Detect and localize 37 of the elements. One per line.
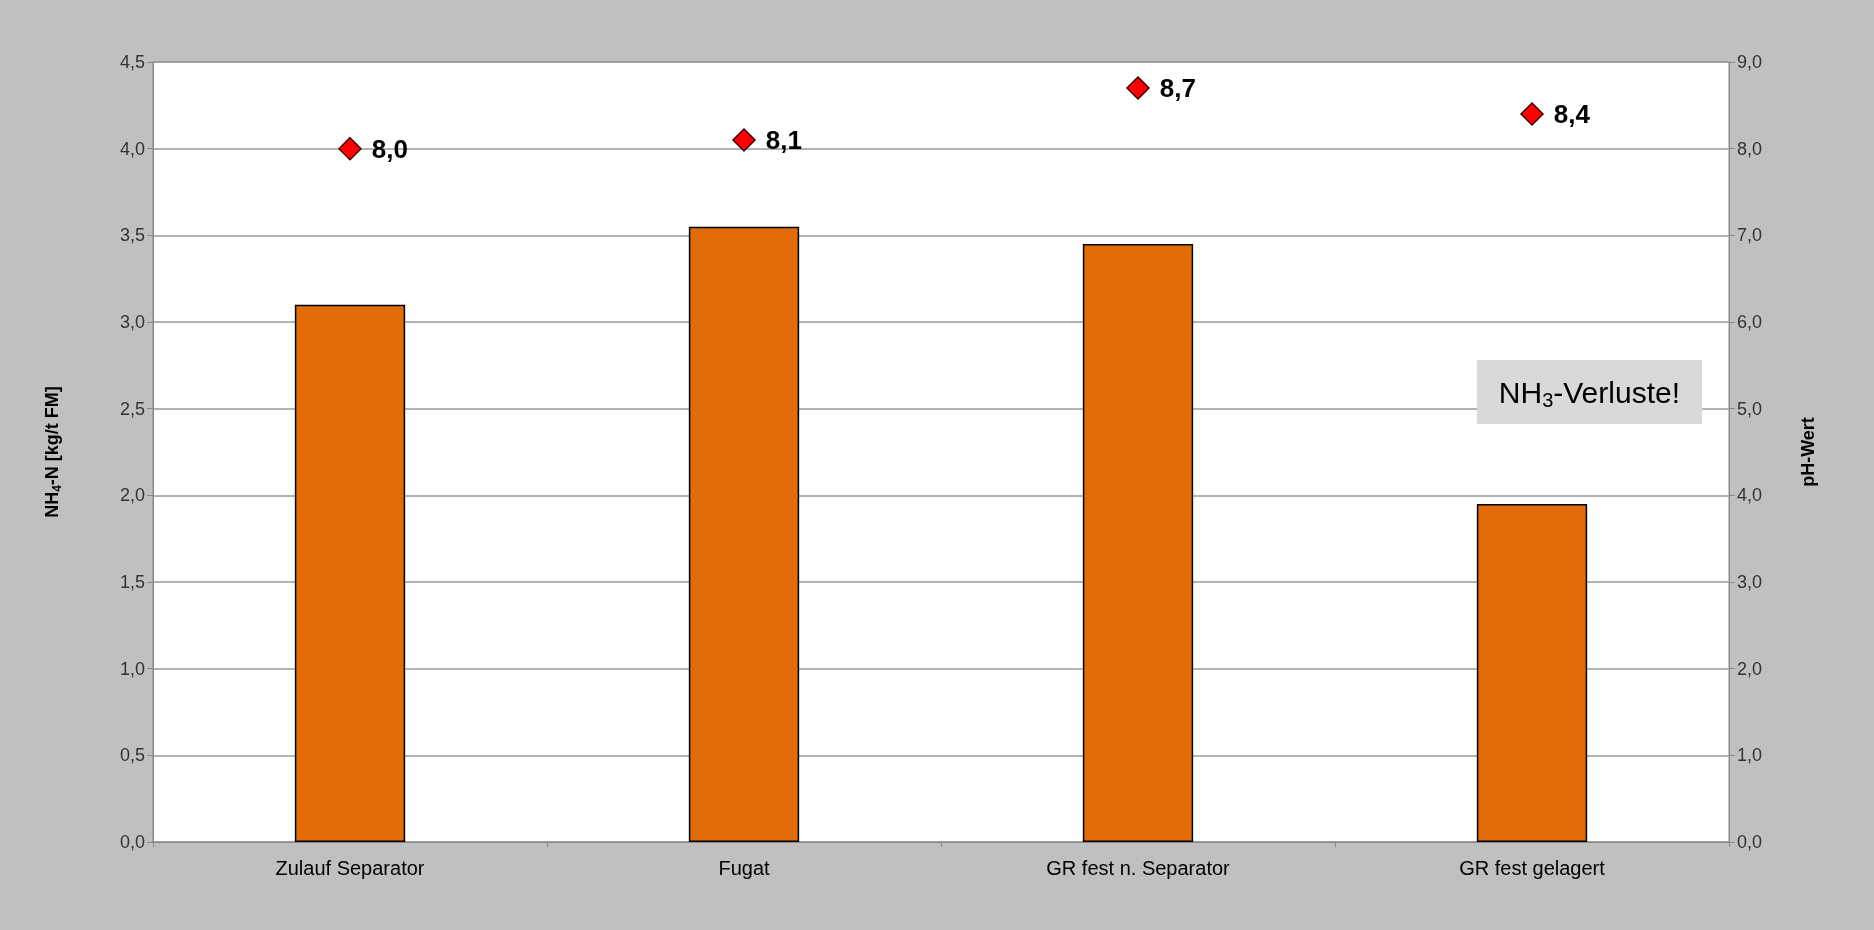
y-tick-label: 4,5 — [119, 52, 145, 72]
bar — [1476, 504, 1588, 842]
x-tick-label: GR fest gelagert — [1459, 857, 1606, 879]
y-tick-label: 0,0 — [119, 832, 145, 852]
y2-tick-label: 7,0 — [1737, 225, 1763, 246]
x-tick-label: GR fest n. Separator — [1046, 857, 1231, 879]
y2-tick-label: 6,0 — [1737, 312, 1763, 332]
y2-tick-label: 0,0 — [1737, 832, 1763, 852]
point — [1126, 76, 1150, 100]
y-tick-label: 3,5 — [119, 225, 145, 246]
data-label: 8,4 — [1553, 99, 1591, 129]
x-tick-label: Fugat — [718, 857, 771, 879]
y2-tick-label: 1,0 — [1737, 745, 1763, 766]
y-tick-label: 2,5 — [119, 398, 145, 419]
point — [338, 136, 362, 161]
y-tick-label: 1,5 — [119, 572, 145, 592]
point — [1520, 102, 1544, 126]
y-tick-label: 0,5 — [119, 745, 145, 766]
y2-tick-label: 9,0 — [1737, 52, 1763, 72]
point — [732, 128, 756, 152]
y-tick-label: 2,0 — [119, 485, 145, 506]
y-tick-label: 4,0 — [119, 138, 145, 159]
data-label: 8,0 — [371, 133, 408, 164]
bar — [1082, 244, 1194, 842]
y2-tick-label: 4,0 — [1737, 485, 1763, 506]
y2-tick-label: 5,0 — [1737, 398, 1763, 419]
y2-axis-title: pH-Wert — [1798, 417, 1818, 487]
bar — [688, 226, 800, 842]
bar — [294, 304, 406, 842]
data-label: 8,7 — [1159, 73, 1196, 103]
x-tick-label: Zulauf Separator — [275, 857, 425, 879]
y2-tick-label: 8,0 — [1737, 138, 1763, 159]
y2-tick-label: 3,0 — [1737, 572, 1763, 592]
y2-tick-label: 2,0 — [1737, 658, 1763, 679]
y-tick-label: 3,0 — [119, 312, 145, 332]
data-label: 8,1 — [765, 125, 802, 155]
y-tick-label: 1,0 — [119, 658, 145, 679]
